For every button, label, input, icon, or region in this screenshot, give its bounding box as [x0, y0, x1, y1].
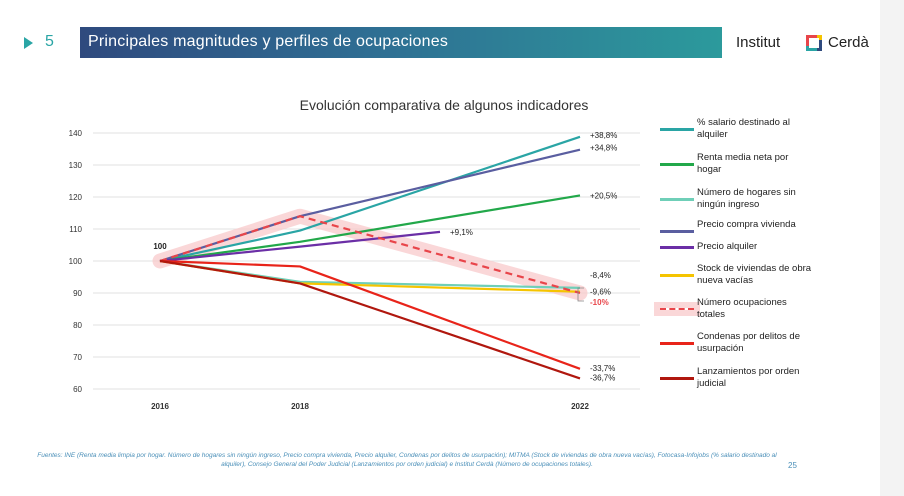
legend-label: Número de hogares sin ningún ingreso — [697, 187, 796, 210]
title-band: Principales magnitudes y perfiles de ocu… — [80, 27, 722, 58]
play-arrow-icon — [24, 37, 33, 49]
y-tick-label: 90 — [73, 289, 82, 298]
legend-swatch — [660, 230, 694, 233]
end-label-lanzamientos-por-orden-judicial: -36,7% — [590, 373, 615, 382]
institut-cerda-logo: Institut Cerdà — [736, 33, 869, 53]
legend-swatch — [660, 246, 694, 249]
legend-item-stock-de-viviendas-de-obra-nueva-vac-as: Stock de viviendas de obra nueva vacías — [660, 263, 820, 293]
background-margin — [880, 0, 904, 496]
y-tick-label: 120 — [69, 193, 83, 202]
logo-text-right: Cerdà — [828, 34, 869, 51]
legend-swatch — [660, 128, 694, 131]
legend-swatch — [660, 308, 694, 310]
label-bracket — [577, 287, 584, 302]
legend-item-precio-alquiler: Precio alquiler — [660, 241, 820, 271]
end-label-n-mero-de-hogares-sin-ning-n-ingreso: -8,4% — [590, 271, 611, 280]
legend-swatch — [660, 198, 694, 201]
end-label-renta-media-neta-por-hogar: +20,5% — [590, 191, 617, 200]
legend-label: Número ocupaciones totales — [697, 297, 787, 320]
y-tick-label: 130 — [69, 161, 83, 170]
end-label-n-mero-ocupaciones-totales: -10% — [590, 298, 609, 307]
legend-item-renta-media-neta-por-hogar: Renta media neta por hogar — [660, 152, 820, 182]
legend-label: % salario destinado al alquiler — [697, 117, 790, 140]
y-tick-label: 60 — [73, 385, 82, 394]
end-label-condenas-por-delitos-de-usurpaci-n: -33,7% — [590, 364, 615, 373]
cerda-logo-icon — [806, 35, 822, 51]
y-tick-label: 100 — [69, 257, 83, 266]
series-line-renta-media-neta-por-hogar — [159, 194, 581, 263]
slide: 5 Principales magnitudes y perfiles de o… — [0, 0, 880, 496]
series-line-n-mero-ocupaciones-totales — [159, 215, 581, 295]
logo-text-left: Institut — [736, 34, 781, 51]
x-tick-label: 2016 — [151, 402, 169, 411]
legend-label: Renta media neta por hogar — [697, 152, 789, 175]
sources-footnote: Fuentes: INE (Renta media limpia por hog… — [37, 452, 777, 468]
legend-swatch — [660, 342, 694, 345]
series-line-salario-destinado-al-alquiler — [159, 135, 581, 263]
legend-swatch — [660, 163, 694, 166]
y-tick-label: 140 — [69, 129, 83, 138]
start-value-label: 100 — [153, 242, 167, 251]
y-tick-label: 80 — [73, 321, 82, 330]
legend-item-n-mero-de-hogares-sin-ning-n-ingreso: Número de hogares sin ningún ingreso — [660, 187, 820, 217]
end-label-salario-destinado-al-alquiler: +38,8% — [590, 131, 617, 140]
legend-item-lanzamientos-por-orden-judicial: Lanzamientos por orden judicial — [660, 366, 820, 396]
legend-label: Precio compra vivienda — [697, 219, 796, 230]
legend-item-condenas-por-delitos-de-usurpaci-n: Condenas por delitos de usurpación — [660, 331, 820, 361]
slide-number: 5 — [45, 33, 54, 50]
legend-label: Precio alquiler — [697, 241, 758, 252]
y-tick-label: 110 — [69, 225, 82, 234]
series-line-condenas-por-delitos-de-usurpaci-n — [159, 259, 581, 370]
line-chart: Evolución comparativa de algunos indicad… — [69, 97, 640, 411]
series-line-lanzamientos-por-orden-judicial — [159, 259, 581, 380]
chart-title: Evolución comparativa de algunos indicad… — [300, 97, 589, 113]
legend-swatch — [660, 377, 694, 380]
x-tick-label: 2022 — [571, 402, 589, 411]
series-line-precio-alquiler — [159, 230, 441, 263]
legend-item-n-mero-ocupaciones-totales: Número ocupaciones totales — [660, 297, 820, 327]
legend-label: Lanzamientos por orden judicial — [697, 366, 800, 389]
legend-swatch — [660, 274, 694, 277]
y-tick-label: 70 — [73, 353, 82, 362]
end-label-stock-de-viviendas-de-obra-nueva-vac-as: -9,6% — [590, 288, 611, 297]
legend-item-precio-compra-vivienda: Precio compra vivienda — [660, 219, 820, 249]
slide-title: Principales magnitudes y perfiles de ocu… — [88, 33, 449, 50]
page-number: 25 — [788, 461, 797, 470]
legend-label: Condenas por delitos de usurpación — [697, 331, 800, 354]
x-tick-label: 2018 — [291, 402, 309, 411]
legend-item-salario-destinado-al-alquiler: % salario destinado al alquiler — [660, 117, 820, 147]
legend-label: Stock de viviendas de obra nueva vacías — [697, 263, 812, 286]
end-label-precio-alquiler: +9,1% — [450, 228, 473, 237]
end-label-precio-compra-vivienda: +34,8% — [590, 144, 617, 153]
